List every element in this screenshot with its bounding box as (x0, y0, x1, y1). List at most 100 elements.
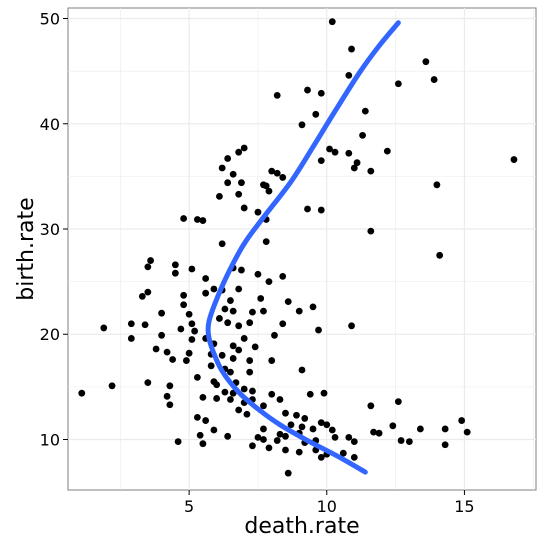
data-point (284, 298, 292, 306)
data-point (375, 429, 383, 437)
data-point (317, 419, 325, 427)
data-point (224, 155, 232, 162)
data-point (331, 433, 339, 441)
data-point (235, 190, 243, 198)
data-point (279, 174, 287, 181)
data-point (235, 148, 243, 156)
data-point (235, 346, 243, 354)
data-point (224, 432, 232, 440)
data-point (240, 335, 248, 342)
x-tick-label: 10 (317, 497, 337, 516)
data-point (422, 58, 430, 66)
data-point (182, 357, 190, 364)
data-point (317, 206, 325, 214)
data-point (229, 342, 237, 350)
data-point (196, 431, 204, 439)
data-point (127, 335, 135, 342)
data-point (78, 389, 86, 397)
data-point (276, 430, 284, 438)
data-point (433, 181, 441, 189)
data-point (141, 321, 149, 329)
data-point (213, 381, 221, 389)
grid-lines (68, 8, 536, 490)
data-point (246, 368, 254, 376)
data-point (213, 395, 221, 402)
data-point (163, 392, 171, 400)
data-point (260, 307, 267, 315)
data-point (254, 433, 262, 441)
data-point (216, 192, 223, 200)
x-tick-label: 5 (184, 497, 194, 516)
data-point (389, 422, 397, 430)
data-point (210, 285, 218, 293)
data-point (180, 215, 188, 222)
data-point (260, 436, 267, 443)
data-point (265, 444, 273, 452)
data-point (235, 285, 243, 293)
data-point (348, 45, 355, 53)
data-point (177, 325, 185, 333)
data-point (367, 402, 375, 410)
data-point (249, 308, 256, 316)
data-point (282, 409, 289, 417)
data-point (397, 437, 405, 444)
data-point (210, 426, 218, 434)
data-point (279, 320, 287, 328)
data-point (331, 148, 339, 156)
data-point (273, 437, 281, 444)
data-point (295, 448, 303, 456)
data-point (265, 278, 273, 286)
data-point (257, 295, 265, 302)
data-point (260, 402, 267, 410)
data-point (163, 348, 171, 356)
data-point (254, 270, 262, 278)
y-tick-label: 10 (40, 430, 60, 449)
data-point (144, 379, 152, 387)
data-point (510, 156, 518, 163)
data-point (193, 413, 201, 421)
data-point (287, 421, 295, 429)
data-point (240, 385, 248, 393)
tick-labels: 5 10 15 10 20 30 40 50 (40, 10, 475, 516)
data-point (317, 89, 325, 97)
data-point (394, 80, 402, 88)
data-point (191, 327, 199, 335)
data-point (224, 179, 232, 187)
data-point (326, 145, 333, 153)
data-point (202, 275, 210, 282)
data-point (207, 362, 215, 370)
data-point (304, 205, 311, 213)
y-tick-label: 50 (40, 10, 60, 29)
data-point (108, 382, 116, 390)
data-point (185, 310, 193, 318)
data-point (216, 315, 223, 322)
data-point (441, 425, 449, 433)
data-point (127, 320, 135, 328)
data-point (229, 355, 237, 362)
data-point (315, 326, 322, 334)
data-point (138, 292, 146, 300)
data-point (193, 373, 201, 381)
data-point (254, 208, 262, 216)
data-point (180, 291, 188, 299)
data-point (436, 251, 444, 259)
data-point (339, 449, 347, 457)
data-point (218, 351, 226, 359)
data-point (100, 324, 108, 332)
data-point (328, 426, 336, 434)
data-point (416, 425, 424, 433)
data-point (158, 331, 166, 339)
data-point (144, 263, 152, 271)
data-point (323, 421, 331, 429)
data-point (229, 307, 237, 315)
data-point (221, 388, 229, 396)
data-point (271, 331, 278, 339)
data-point (348, 322, 355, 330)
data-point (284, 469, 292, 477)
data-point (361, 107, 369, 115)
data-point (188, 320, 196, 328)
data-point (199, 440, 207, 448)
data-point (262, 182, 270, 190)
data-point (202, 289, 210, 297)
